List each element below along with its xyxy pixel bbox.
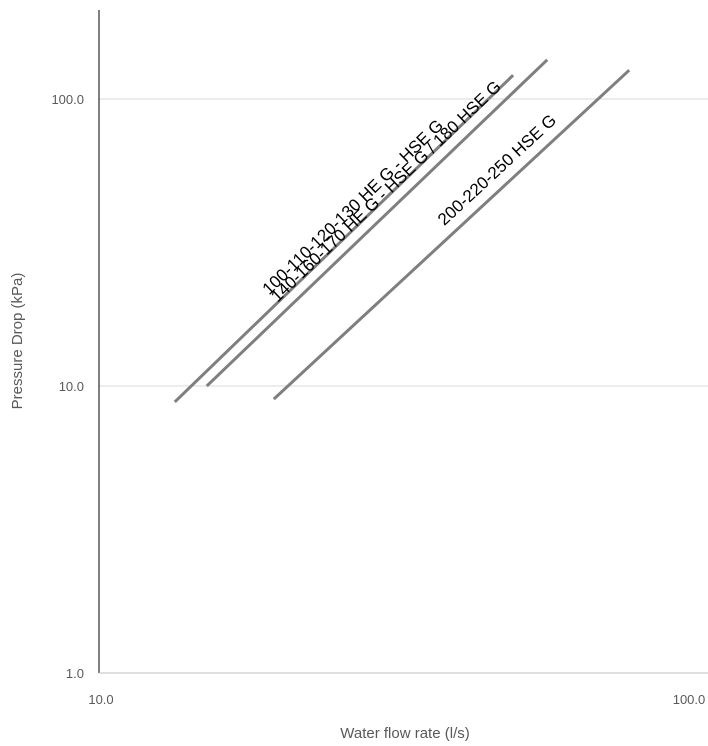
series-lines [173, 58, 631, 403]
y-tick-labels: 100.0 10.0 1.0 [51, 92, 84, 681]
y-tick-label: 100.0 [51, 92, 84, 107]
y-tick-label: 1.0 [66, 666, 84, 681]
series-line [173, 74, 515, 403]
x-tick-label: 10.0 [88, 692, 113, 707]
x-axis-title: Water flow rate (l/s) [340, 725, 469, 742]
series-line [205, 58, 549, 388]
y-axis-title: Pressure Drop (kPa) [9, 273, 26, 410]
x-tick-label: 100.0 [673, 692, 706, 707]
gridlines [99, 98, 708, 387]
series-line [272, 69, 631, 401]
y-tick-label: 10.0 [59, 379, 84, 394]
plot-area [98, 10, 708, 674]
x-tick-labels: 10.0 100.0 [88, 692, 705, 707]
